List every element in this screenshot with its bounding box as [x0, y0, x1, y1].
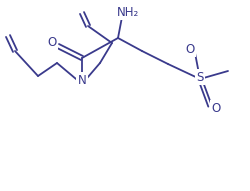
Text: O: O	[47, 36, 56, 49]
Text: O: O	[210, 101, 220, 114]
Text: O: O	[185, 43, 194, 56]
Text: S: S	[196, 70, 203, 83]
Text: NH₂: NH₂	[116, 6, 138, 19]
Text: N: N	[77, 74, 86, 87]
